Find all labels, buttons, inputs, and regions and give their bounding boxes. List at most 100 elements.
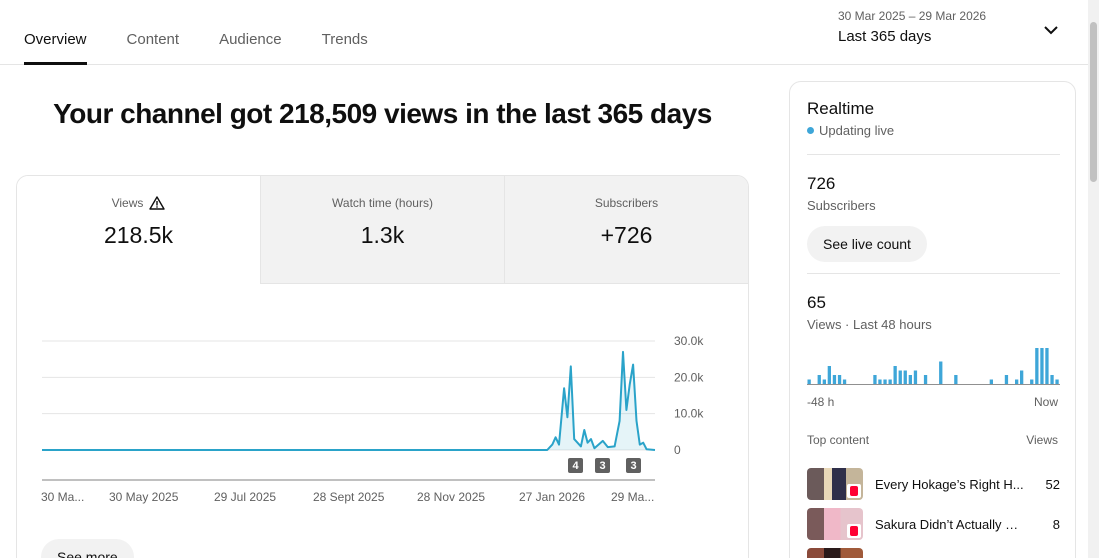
realtime-views-chart xyxy=(807,348,1060,385)
scrollbar-thumb[interactable] xyxy=(1090,22,1097,182)
publish-marker-label: 4 xyxy=(572,460,579,472)
realtime-bar xyxy=(832,375,837,384)
views-count: 65 xyxy=(807,293,826,312)
mini-axis-end: Now xyxy=(1033,395,1058,409)
top-content-heading: Top content xyxy=(807,433,870,447)
realtime-bar xyxy=(1004,375,1009,384)
realtime-bar xyxy=(1035,348,1039,384)
video-title: Sakura Didn’t Actually Wi... xyxy=(875,516,1030,532)
realtime-bar xyxy=(1030,379,1034,384)
see-more-button[interactable]: See more xyxy=(41,539,134,558)
video-title: Every Hokage’s Right H... xyxy=(875,476,1024,492)
realtime-bar xyxy=(888,379,892,384)
metric-label: Subscribers xyxy=(594,196,659,210)
realtime-bar xyxy=(842,379,847,384)
realtime-bar xyxy=(939,361,943,384)
x-tick-label: 29 Jul 2025 xyxy=(214,490,276,504)
x-tick-label: 30 May 2025 xyxy=(109,490,179,504)
publish-marker-label: 3 xyxy=(630,460,636,472)
tab-trends[interactable]: Trends xyxy=(321,31,368,48)
realtime-bar xyxy=(1045,348,1049,384)
realtime-bar xyxy=(903,370,907,384)
metric-tabs: Views 218.5k Watch time (hours) 1.3k Sub… xyxy=(17,176,748,284)
x-tick-label: 28 Nov 2025 xyxy=(417,490,485,504)
video-views: 52 xyxy=(1045,476,1060,492)
metric-value: 218.5k xyxy=(103,222,174,248)
live-dot-icon xyxy=(807,127,814,134)
metric-tab-watch-time[interactable]: Watch time (hours) 1.3k xyxy=(260,176,504,284)
divider xyxy=(807,273,1060,274)
page-scrollbar[interactable] xyxy=(1088,0,1099,558)
subscriber-count: 726 xyxy=(807,174,836,193)
metric-value: 1.3k xyxy=(360,222,405,248)
top-bar: Overview Content Audience Trends 30 Mar … xyxy=(0,0,1088,65)
views-label: Views · Last 48 hours xyxy=(807,317,932,332)
realtime-bar xyxy=(913,370,918,384)
live-status-label: Updating live xyxy=(819,123,895,138)
live-status: Updating live xyxy=(807,123,894,138)
video-thumbnail xyxy=(807,548,863,558)
realtime-bar xyxy=(1050,375,1054,384)
publish-marker xyxy=(595,458,610,473)
top-content-item[interactable]: Sakura Didn’t Actually Wi... 8 xyxy=(807,508,1060,540)
publish-marker-label: 3 xyxy=(599,460,605,472)
video-thumbnail xyxy=(807,508,863,540)
metric-tab-subscribers[interactable]: Subscribers +726 xyxy=(504,176,748,284)
realtime-bar xyxy=(954,375,958,384)
mini-axis-start: -48 h xyxy=(807,395,835,409)
publish-marker xyxy=(568,458,583,473)
x-tick-label: 30 Ma... xyxy=(41,490,84,504)
x-tick-label: 27 Jan 2026 xyxy=(519,490,585,504)
realtime-bar xyxy=(807,379,811,384)
realtime-bar xyxy=(1020,370,1024,384)
realtime-bar xyxy=(908,375,912,384)
views-line xyxy=(42,350,656,451)
shorts-icon xyxy=(847,524,861,538)
metric-label: Watch time (hours) xyxy=(332,196,433,210)
top-content-item[interactable]: Every Hokage’s Right H... 52 xyxy=(807,468,1060,500)
realtime-bar xyxy=(878,379,882,384)
see-live-count-button[interactable]: See live count xyxy=(807,226,927,262)
y-tick-label: 30.0k xyxy=(674,334,704,348)
realtime-bar xyxy=(1040,348,1044,384)
metric-tab-views[interactable]: Views 218.5k xyxy=(17,176,260,284)
subscriber-label: Subscribers xyxy=(807,198,876,213)
chevron-down-icon[interactable] xyxy=(1041,20,1061,40)
realtime-bar xyxy=(822,379,826,384)
video-thumbnail xyxy=(807,468,863,500)
realtime-card: Realtime Updating live 726 Subscribers S… xyxy=(789,81,1076,558)
views-chart: 30.0k 20.0k 10.0k 0 4 3 3 30 Ma... 30 May 2025 29… xyxy=(17,284,748,558)
top-content-views-heading: Views xyxy=(1026,433,1058,447)
realtime-bar xyxy=(898,370,902,384)
warning-icon[interactable] xyxy=(149,195,166,211)
metrics-card: Views 218.5k Watch time (hours) 1.3k Sub… xyxy=(16,175,749,558)
shorts-icon xyxy=(847,484,861,498)
date-range-selector[interactable]: 30 Mar 2025 – 29 Mar 2026 Last 365 days xyxy=(838,9,986,45)
tab-audience[interactable]: Audience xyxy=(219,31,282,48)
top-content-item[interactable] xyxy=(807,548,1060,558)
realtime-bar xyxy=(1055,379,1059,384)
realtime-bar xyxy=(989,379,993,384)
realtime-bar xyxy=(837,375,842,384)
page-title: Your channel got 218,509 views in the la… xyxy=(53,98,712,129)
realtime-bar xyxy=(827,366,831,384)
y-tick-label: 10.0k xyxy=(674,407,704,421)
metric-label: Views xyxy=(111,196,144,210)
divider xyxy=(807,154,1060,155)
date-range-dates: 30 Mar 2025 – 29 Mar 2026 xyxy=(838,9,987,23)
tab-content[interactable]: Content xyxy=(126,31,180,48)
realtime-bar xyxy=(1015,379,1019,384)
views-chart-svg: 30.0k 20.0k 10.0k 0 4 3 3 30 Ma... 30 May 2025 29… xyxy=(41,334,704,504)
publish-marker xyxy=(626,458,641,473)
realtime-bar xyxy=(923,375,928,384)
tab-overview[interactable]: Overview xyxy=(24,0,87,65)
realtime-bar xyxy=(893,366,897,384)
realtime-bar xyxy=(883,379,887,384)
video-views: 8 xyxy=(1052,516,1060,532)
tab-bar: Overview Content Audience Trends xyxy=(24,0,408,65)
x-tick-label: 29 Ma... xyxy=(611,490,654,504)
metric-value: +726 xyxy=(600,222,653,248)
realtime-bar xyxy=(817,375,821,384)
y-tick-label: 0 xyxy=(674,443,681,457)
realtime-bar xyxy=(873,375,877,384)
